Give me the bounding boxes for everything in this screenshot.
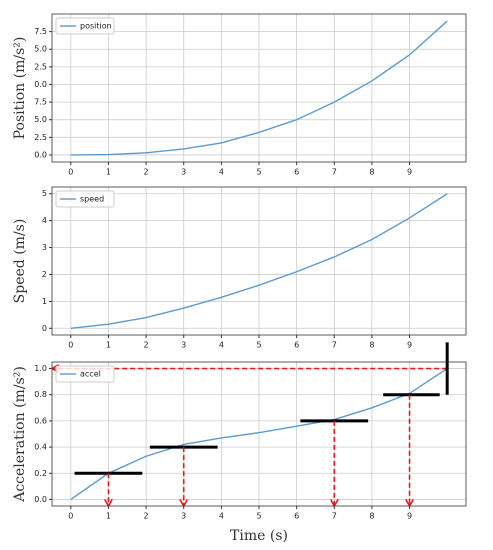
y-tick-label: 5 — [42, 189, 47, 198]
x-tick-label: 6 — [294, 341, 299, 350]
x-tick-label: 7 — [332, 512, 337, 521]
x-tick-label: 6 — [294, 512, 299, 521]
x-tick-label: 9 — [407, 341, 412, 350]
x-tick-label: 3 — [181, 341, 186, 350]
x-tick-label: 2 — [144, 512, 149, 521]
y-tick-label: 1.0 — [34, 364, 47, 373]
data-line — [70, 20, 448, 156]
x-tick-label: 8 — [369, 341, 374, 350]
x-tick-label: 0 — [68, 512, 73, 521]
x-tick-label: 1 — [106, 168, 111, 177]
x-tick-label: 4 — [219, 512, 224, 521]
y-tick-label: 0 — [42, 324, 47, 333]
axes-frame — [51, 361, 467, 507]
x-tick-label: 7 — [332, 168, 337, 177]
y-tick-label: 0.8 — [34, 390, 47, 399]
x-tick-label: 0 — [68, 168, 73, 177]
y-tick-label: 3 — [42, 243, 47, 252]
x-tick-label: 5 — [256, 512, 261, 521]
y-tick-label: 0.0 — [34, 495, 47, 504]
x-tick-label: 3 — [181, 168, 186, 177]
x-tick-label: 2 — [144, 341, 149, 350]
x-tick-label: 8 — [369, 168, 374, 177]
legend: accel — [55, 365, 115, 383]
x-tick-label: 0 — [68, 341, 73, 350]
y-axis-label: Acceleration (m/s²) — [12, 366, 28, 503]
axes-frame — [51, 13, 467, 163]
y-tick-label: 0.0 — [34, 80, 47, 89]
y-tick-label: 0.4 — [34, 443, 47, 452]
legend-box — [55, 365, 115, 383]
y-axis-label: Speed (m/s) — [12, 219, 28, 304]
y-tick-label: 2.5 — [34, 62, 47, 71]
x-tick-label: 3 — [181, 512, 186, 521]
x-tick-label: 9 — [407, 512, 412, 521]
legend-box — [55, 190, 115, 208]
y-tick-label: 0.6 — [34, 416, 47, 425]
data-line — [70, 193, 448, 329]
legend: speed — [55, 190, 115, 208]
legend-label: speed — [80, 195, 104, 204]
y-tick-label: 0.2 — [34, 469, 47, 478]
y-tick-label: 2 — [42, 270, 47, 279]
legend-label: position — [80, 22, 112, 31]
legend-box — [55, 17, 115, 35]
x-tick-label: 5 — [256, 341, 261, 350]
x-tick-label: 4 — [219, 168, 224, 177]
legend: position — [55, 17, 115, 35]
x-tick-label: 1 — [106, 512, 111, 521]
x-tick-label: 8 — [369, 512, 374, 521]
y-tick-label: 1 — [42, 297, 47, 306]
axes-frame — [51, 186, 467, 336]
x-tick-label: 1 — [106, 341, 111, 350]
legend-label: accel — [80, 370, 101, 379]
y-axis-label: Position (m/s²) — [12, 37, 28, 140]
x-tick-label: 6 — [294, 168, 299, 177]
y-tick-label: 7.5 — [34, 27, 47, 36]
x-axis-label: Time (s) — [230, 528, 288, 544]
x-tick-label: 9 — [407, 168, 412, 177]
data-line — [70, 367, 448, 501]
x-tick-label: 5 — [256, 168, 261, 177]
x-tick-label: 2 — [144, 168, 149, 177]
y-tick-label: 7.5 — [34, 98, 47, 107]
y-tick-label: 4 — [42, 216, 47, 225]
y-tick-label: 2.5 — [34, 133, 47, 142]
y-tick-label: 0.0 — [34, 150, 47, 159]
x-tick-label: 4 — [219, 341, 224, 350]
y-tick-label: 5.0 — [34, 45, 47, 54]
y-tick-label: 5.0 — [34, 115, 47, 124]
x-tick-label: 7 — [332, 341, 337, 350]
